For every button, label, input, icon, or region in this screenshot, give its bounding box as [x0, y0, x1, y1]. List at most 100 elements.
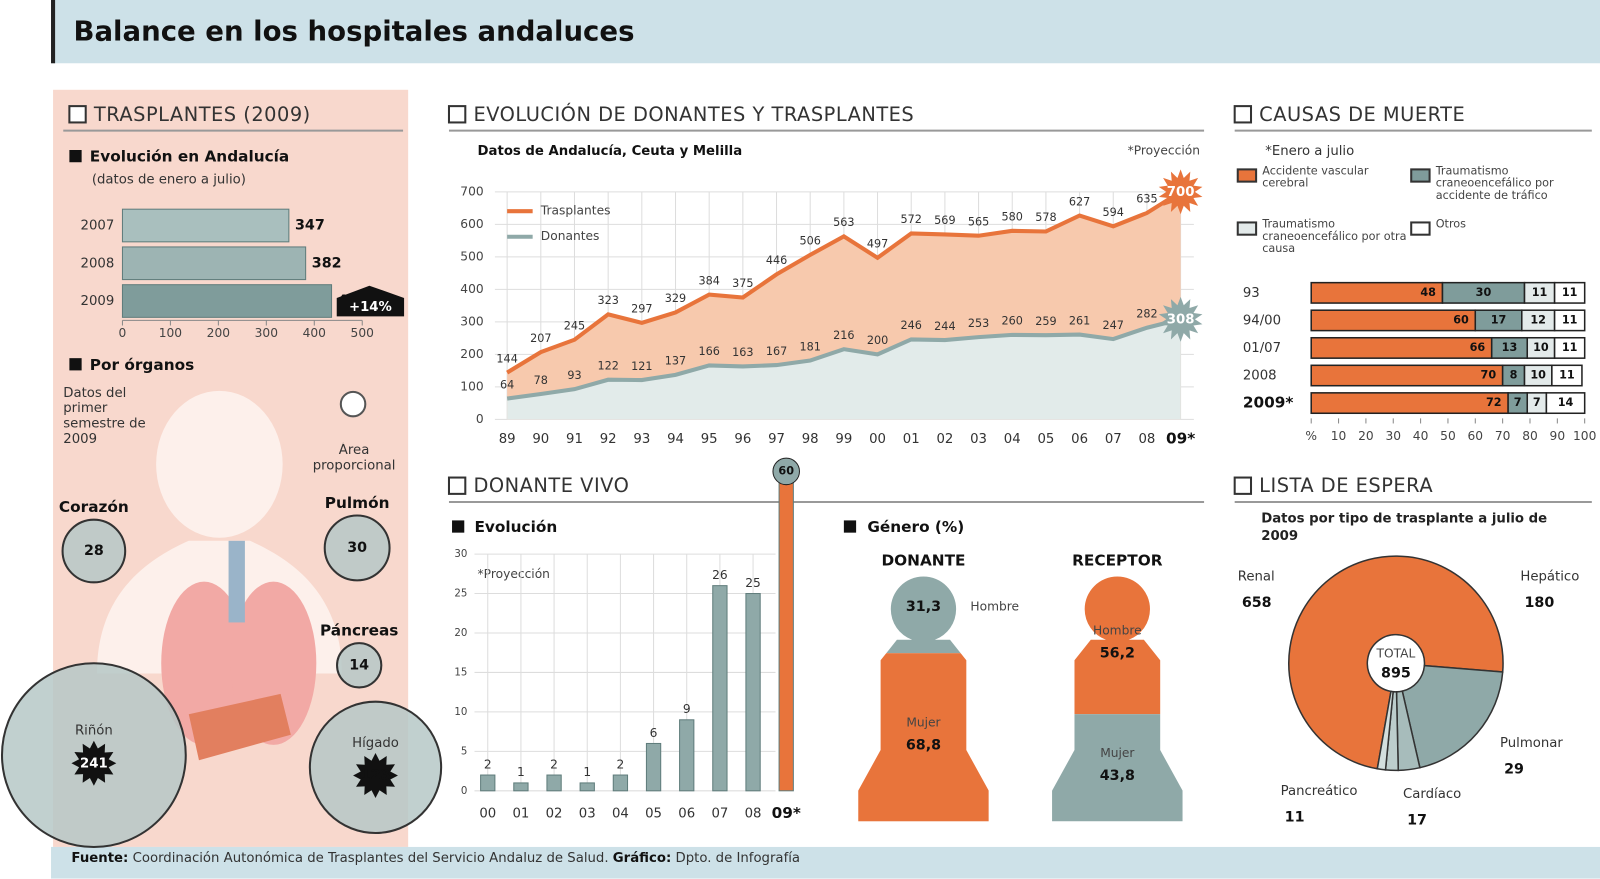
segment-name: Mujer	[1100, 746, 1135, 760]
organ	[188, 693, 291, 761]
chart-subtitle-box: Datos del primer semestre de 2009	[63, 385, 146, 447]
bubble	[323, 514, 391, 582]
x-tick-label: 95	[701, 432, 718, 447]
value-label: 180	[1524, 595, 1554, 611]
chart-title: Evolución en Andalucía	[90, 148, 289, 166]
value-label: 11	[1285, 809, 1305, 825]
bubble-label: Corazón	[59, 498, 129, 516]
value-label: 181	[799, 340, 820, 353]
x-tick-label: 90	[1550, 429, 1566, 443]
donut-slice	[1376, 690, 1394, 771]
value-label: 10	[1533, 341, 1549, 354]
legend-swatch	[1410, 221, 1431, 236]
bar	[480, 774, 496, 792]
x-tick-label: 94	[667, 432, 684, 447]
value-label: 166	[698, 345, 719, 358]
bar	[546, 774, 562, 792]
value-label: 137	[665, 355, 686, 368]
page-title: Balance en los hospitales andaluces	[73, 16, 634, 48]
value-label: 72	[1486, 396, 1502, 409]
x-tick-label: 04	[612, 806, 629, 821]
value-label: 578	[1035, 211, 1056, 224]
footer-label: Gráfico:	[612, 851, 672, 867]
x-tick-label: 02	[546, 806, 563, 821]
x-tick-label: 40	[1413, 429, 1429, 443]
annotation-arrow	[336, 285, 405, 317]
x-tick-label: 93	[633, 432, 650, 447]
y-tick-label: 500	[460, 249, 483, 263]
y-tick-label: 700	[460, 184, 483, 198]
y-tick-label: 2007	[81, 219, 115, 234]
chart-subtitle: (datos de enero a julio)	[92, 173, 246, 188]
trachea	[228, 540, 245, 623]
value-label: 382	[312, 255, 342, 271]
point-marker	[1158, 169, 1203, 215]
chart-subtitle: Datos del primer semestre de 2009	[63, 385, 146, 447]
value-label: 48	[1420, 286, 1436, 299]
value-label: 347	[295, 218, 325, 234]
value-label: 580	[1002, 211, 1023, 224]
bar-segment	[1553, 309, 1586, 332]
value-label: 11	[1562, 341, 1578, 354]
x-tick-label: 20	[1358, 429, 1374, 443]
section-title: LISTA DE ESPERA	[1259, 474, 1433, 497]
value-label: 2	[550, 757, 558, 771]
x-tick-label: 08	[745, 806, 762, 821]
x-tick-label: 30	[1385, 429, 1401, 443]
value-label: 7	[1533, 396, 1541, 409]
lung	[161, 581, 247, 745]
value-label: 12	[1530, 313, 1546, 326]
chart-title: Evolución	[474, 518, 557, 536]
donut-slice	[1401, 664, 1504, 769]
chart-subtitle: Datos por tipo de trasplante a julio de …	[1261, 511, 1548, 544]
section-icon	[447, 105, 467, 124]
value-label: 28	[84, 543, 104, 559]
value-label: 10	[1530, 369, 1546, 382]
value-label: 31,3	[906, 599, 941, 615]
y-tick-label: 2009*	[1243, 394, 1294, 412]
value-label: 121	[631, 360, 652, 373]
x-tick-label: 92	[600, 432, 617, 447]
x-tick-label: 400	[303, 326, 326, 340]
chart-title: Por órganos	[90, 356, 194, 374]
y-tick-label: 200	[460, 347, 483, 361]
figure-label: RECEPTOR	[1072, 552, 1163, 570]
chart-title: Género (%)	[867, 518, 964, 536]
section-icon	[447, 476, 467, 495]
value-label: 244	[934, 320, 955, 333]
value-label: 167	[766, 345, 787, 358]
x-tick-label: 03	[970, 432, 987, 447]
value-label: 13	[1502, 341, 1518, 354]
bar-segment	[1310, 364, 1504, 387]
y-tick-label: 400	[460, 282, 483, 296]
bar	[778, 461, 794, 792]
bar	[645, 742, 662, 792]
footer-source: Coordinación Autonómica de Trasplantes d…	[132, 851, 609, 867]
section-icon	[1233, 105, 1253, 124]
title-bar	[51, 0, 1600, 64]
x-tick-label: 98	[802, 432, 819, 447]
y-tick-label: 94/00	[1243, 313, 1281, 328]
legend-label: Área proporcional	[312, 442, 396, 474]
bullet	[452, 520, 465, 533]
bar	[679, 719, 695, 792]
legend-label: Accidente vascular cerebral	[1262, 165, 1369, 190]
value-label: 123	[361, 768, 391, 784]
value-label: 14	[349, 657, 369, 673]
x-tick-label: 02	[936, 432, 953, 447]
bar	[745, 593, 761, 792]
chart-note: *Proyección	[1128, 144, 1200, 158]
center-label: TOTAL	[1376, 647, 1416, 661]
value-label: 497	[867, 238, 888, 251]
value-label: 658	[1242, 595, 1272, 611]
chart-subtitle-box: Datos por tipo de trasplante a julio de …	[1261, 511, 1548, 544]
value-label: 282	[1136, 307, 1157, 320]
x-tick-label: 70	[1495, 429, 1511, 443]
value-label: 245	[564, 319, 585, 332]
line	[506, 190, 1182, 375]
x-tick-label: 500	[351, 326, 374, 340]
section-title: CAUSAS DE MUERTE	[1259, 103, 1465, 126]
x-tick-label: 09*	[772, 804, 801, 822]
x-tick-label: 100	[1573, 429, 1596, 443]
